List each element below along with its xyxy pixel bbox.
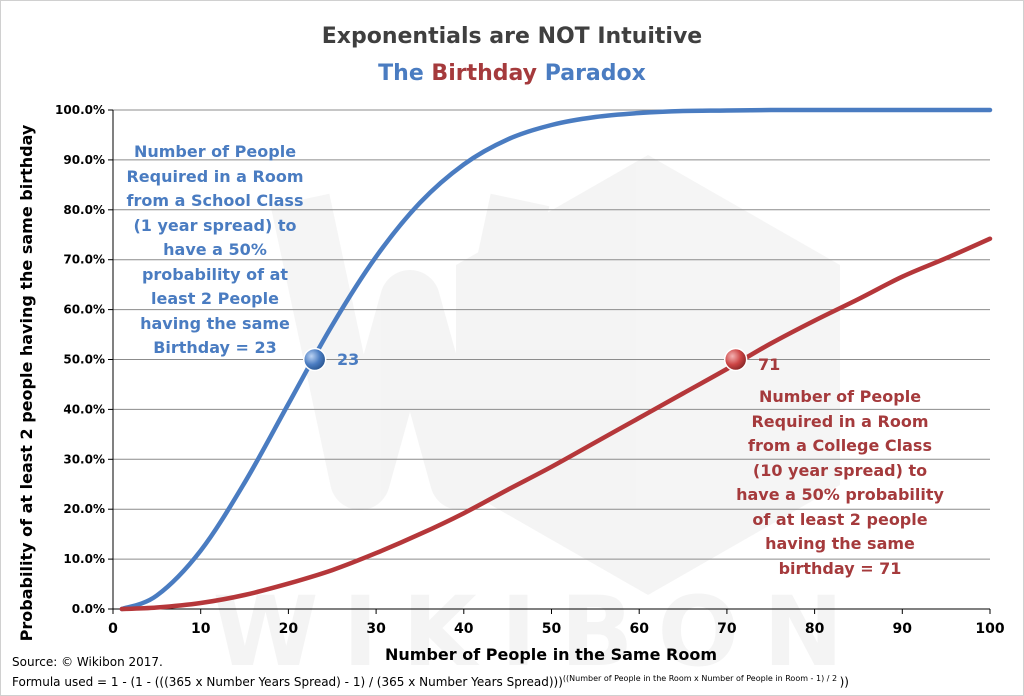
school-class-annotation: Number of People Required in a Room from… (126, 142, 304, 357)
x-tick-label: 70 (717, 621, 737, 637)
series-line-2 (119, 236, 993, 612)
y-tick-label: 60.0% (63, 303, 105, 317)
subtitle-word-paradox: Paradox (544, 61, 646, 86)
y-tick-label: 30.0% (63, 452, 105, 466)
chart-title: Exponentials are NOT Intuitive (321, 24, 703, 49)
y-axis-title: Probability of at least 2 people having … (17, 124, 36, 641)
axes: 0.0% 10.0% 20.0% 30.0% 40.0% 50.0% 60.0% 70.0% 8… (55, 103, 1005, 637)
y-tick-label: 20.0% (63, 502, 105, 516)
x-tick-label: 10 (191, 621, 211, 637)
x-axis-title: Number of People in the Same Room (385, 645, 717, 664)
markers-group (302, 347, 748, 372)
x-tick-label: 0 (108, 621, 118, 637)
formula-close: )) (839, 675, 849, 689)
formula-note: Formula used = 1 - (1 - (((365 x Number … (12, 674, 849, 689)
series-line-1 (119, 107, 993, 612)
y-tick-label: 70.0% (63, 253, 105, 267)
x-tick-label: 100 (975, 621, 1004, 637)
y-tick-label: 50.0% (63, 353, 105, 367)
y-tick-label: 40.0% (63, 402, 105, 416)
watermark-text: WIKIBON (213, 576, 868, 688)
x-tick-label: 50 (542, 621, 562, 637)
marker-point-23 (302, 347, 327, 372)
marker-point-71 (723, 347, 748, 372)
source-note: Source: © Wikibon 2017. (12, 655, 163, 669)
college-point-label: 71 (758, 355, 781, 374)
y-tick-label: 90.0% (63, 153, 105, 167)
watermark-hexagon (456, 155, 840, 595)
school-point-label: 23 (337, 350, 360, 369)
y-tick-label: 100.0% (55, 103, 105, 117)
college-class-annotation: Number of People Required in a Room from… (736, 387, 944, 578)
y-tick-label: 10.0% (63, 552, 105, 566)
series-group (119, 107, 993, 612)
x-tick-label: 90 (893, 621, 913, 637)
y-tick-label: 0.0% (72, 602, 105, 616)
subtitle-word-the: The (378, 61, 424, 86)
wikibon-watermark: WIKIBON (213, 155, 868, 688)
x-tick-label: 80 (805, 621, 825, 637)
formula-exponent: ((Number of People in the Room x Number … (562, 674, 840, 683)
chart-subtitle: The Birthday Paradox (0, 61, 1024, 86)
x-tick-label: 40 (454, 621, 474, 637)
formula-main: Formula used = 1 - (1 - (((365 x Number … (12, 675, 563, 689)
x-tick-label: 30 (366, 621, 386, 637)
x-tick-label: 20 (279, 621, 299, 637)
subtitle-word-birthday: Birthday (431, 61, 538, 86)
y-tick-label: 80.0% (63, 203, 105, 217)
x-tick-label: 60 (629, 621, 649, 637)
watermark-w-shape (270, 193, 550, 510)
